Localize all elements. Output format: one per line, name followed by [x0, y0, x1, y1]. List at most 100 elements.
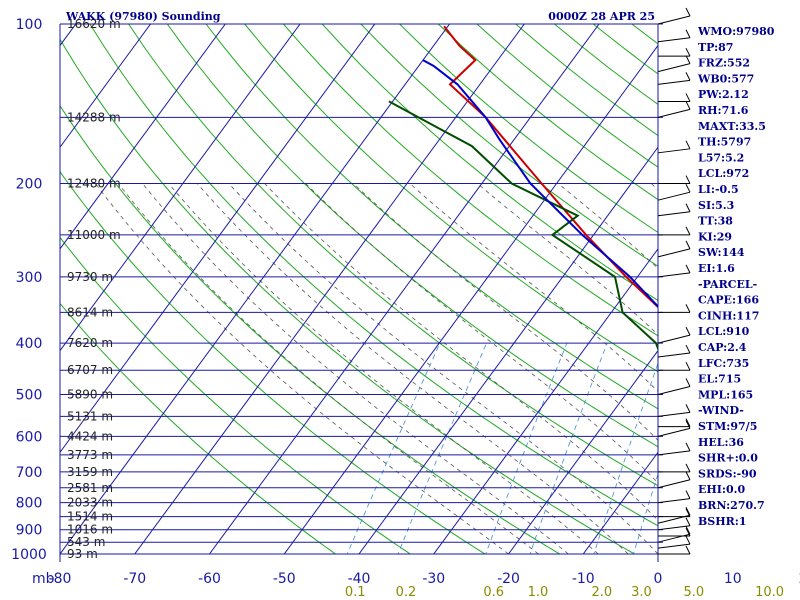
pressure-tick-label: 300 [16, 270, 43, 286]
index-entry: EHI:0.0 [698, 483, 745, 496]
height-label: 1016 m [67, 523, 113, 537]
pressure-tick-label: 400 [16, 336, 43, 352]
isotherm-line [60, 24, 226, 250]
temperature-tick-label: -40 [348, 571, 371, 587]
wind-barb [657, 183, 691, 201]
mixing-ratio-lines [346, 342, 800, 565]
isotherm-lines [0, 12, 658, 565]
temperature-tick-label: -50 [273, 571, 296, 587]
mixing-ratio-tick-label: 5.0 [683, 585, 704, 600]
wind-barb [657, 264, 691, 278]
wind-barbs [657, 7, 691, 555]
index-entry: CAP:2.4 [698, 341, 747, 354]
isotherm-line [60, 24, 301, 352]
height-label: 6707 m [67, 363, 113, 377]
wind-barb [657, 517, 691, 531]
index-entry: CAPE:166 [698, 294, 759, 307]
mixing-ratio-tick-label: 3.0 [631, 585, 652, 600]
mixing-ratio-tick-label: 10.0 [755, 585, 784, 600]
pressure-tick-label: 200 [16, 177, 43, 193]
temperature-tick-label: 0 [654, 571, 663, 587]
index-entry: SHR+:0.0 [698, 452, 758, 465]
dry-adiabat-line [60, 38, 636, 554]
height-label: 16620 m [67, 17, 121, 31]
dry-adiabat-line [360, 24, 658, 267]
height-label: 3773 m [67, 448, 113, 462]
isotherm-line [582, 451, 658, 554]
pressure-tick-label: 600 [16, 429, 43, 445]
wind-barb [657, 326, 691, 344]
mixing-ratio-line [485, 342, 568, 554]
height-label: 5131 m [67, 409, 113, 423]
chart-time: 0000Z 28 APR 25 [548, 10, 655, 23]
index-entry: WB0:577 [697, 72, 754, 85]
isotherm-line [60, 24, 152, 149]
wind-barb [657, 140, 691, 154]
isotherm-line [60, 24, 376, 454]
wind-barb [658, 463, 691, 473]
dry-adiabat-line [128, 24, 658, 487]
mixing-ratio-line [397, 342, 487, 554]
height-label: 5890 m [67, 387, 113, 401]
dry-adiabat-line [166, 24, 658, 448]
isotherm-line [60, 24, 451, 554]
height-label: 2581 m [67, 481, 113, 495]
index-entry: MAXT:33.5 [698, 120, 766, 133]
wind-barb [657, 378, 691, 395]
temperature-tick-label: 20 [799, 571, 800, 587]
wind-barb [657, 55, 691, 73]
height-label: 12480 m [67, 177, 121, 191]
dry-adiabat-line [60, 170, 486, 554]
temperature-tick-label: -30 [422, 571, 445, 587]
moist-adiabat-line [353, 183, 658, 441]
wind-barb [657, 240, 691, 258]
height-label: 14288 m [67, 110, 121, 124]
dry-adiabat-line [283, 24, 658, 337]
dry-adiabat-line [89, 24, 658, 527]
isotherm-line [283, 44, 658, 554]
wind-barb [657, 490, 691, 504]
dry-adiabat-line [60, 236, 412, 554]
index-entry: PW:2.12 [698, 88, 749, 101]
mixing-ratio-line [759, 343, 800, 565]
wind-barb [658, 304, 691, 313]
wind-barb [658, 47, 691, 57]
wind-barb [658, 93, 691, 102]
wind-barb [658, 418, 691, 428]
isotherm-line [358, 146, 658, 554]
index-entry: KI:29 [698, 230, 732, 243]
isotherm-line [134, 24, 525, 554]
height-label: 8614 m [67, 305, 113, 319]
index-entry: TP:87 [698, 41, 733, 54]
index-entry: BSHR:1 [698, 515, 747, 528]
index-entry: MPL:165 [698, 388, 753, 401]
temperature-tick-label: -70 [123, 571, 146, 587]
pressure-tick-label: 100 [16, 17, 43, 33]
index-entry: LFC:735 [698, 357, 749, 370]
dry-adiabat-line [205, 24, 658, 410]
dry-adiabat-line [60, 302, 337, 554]
height-label: 7620 m [67, 336, 113, 350]
index-entry: L57:5.2 [698, 151, 744, 164]
temperature-tick-label: -20 [497, 571, 520, 587]
dry-adiabat-line [244, 24, 658, 373]
index-entry: HEL:36 [698, 436, 744, 449]
height-label: 9730 m [67, 270, 113, 284]
index-entry: EL:715 [698, 373, 741, 386]
index-entry: CINH:117 [698, 309, 759, 322]
mixing-ratio-tick-label: 2.0 [592, 585, 613, 600]
index-entry: WMO:97980 [697, 25, 775, 38]
mixing-ratio-tick-label: 1.0 [528, 585, 549, 600]
wind-barb [658, 545, 691, 555]
dry-adiabat-line [787, 24, 800, 565]
index-entry: RH:71.6 [698, 104, 749, 117]
dry-adiabat-line [321, 24, 658, 302]
wind-barb [658, 175, 691, 185]
dry-adiabat-line [554, 24, 658, 106]
mixing-ratio-tick-label: 0.1 [345, 585, 366, 600]
isotherm-line [0, 12, 10, 565]
height-label: 11000 m [67, 228, 121, 242]
parcel-profile [422, 59, 658, 308]
height-label: 2033 m [67, 496, 113, 510]
